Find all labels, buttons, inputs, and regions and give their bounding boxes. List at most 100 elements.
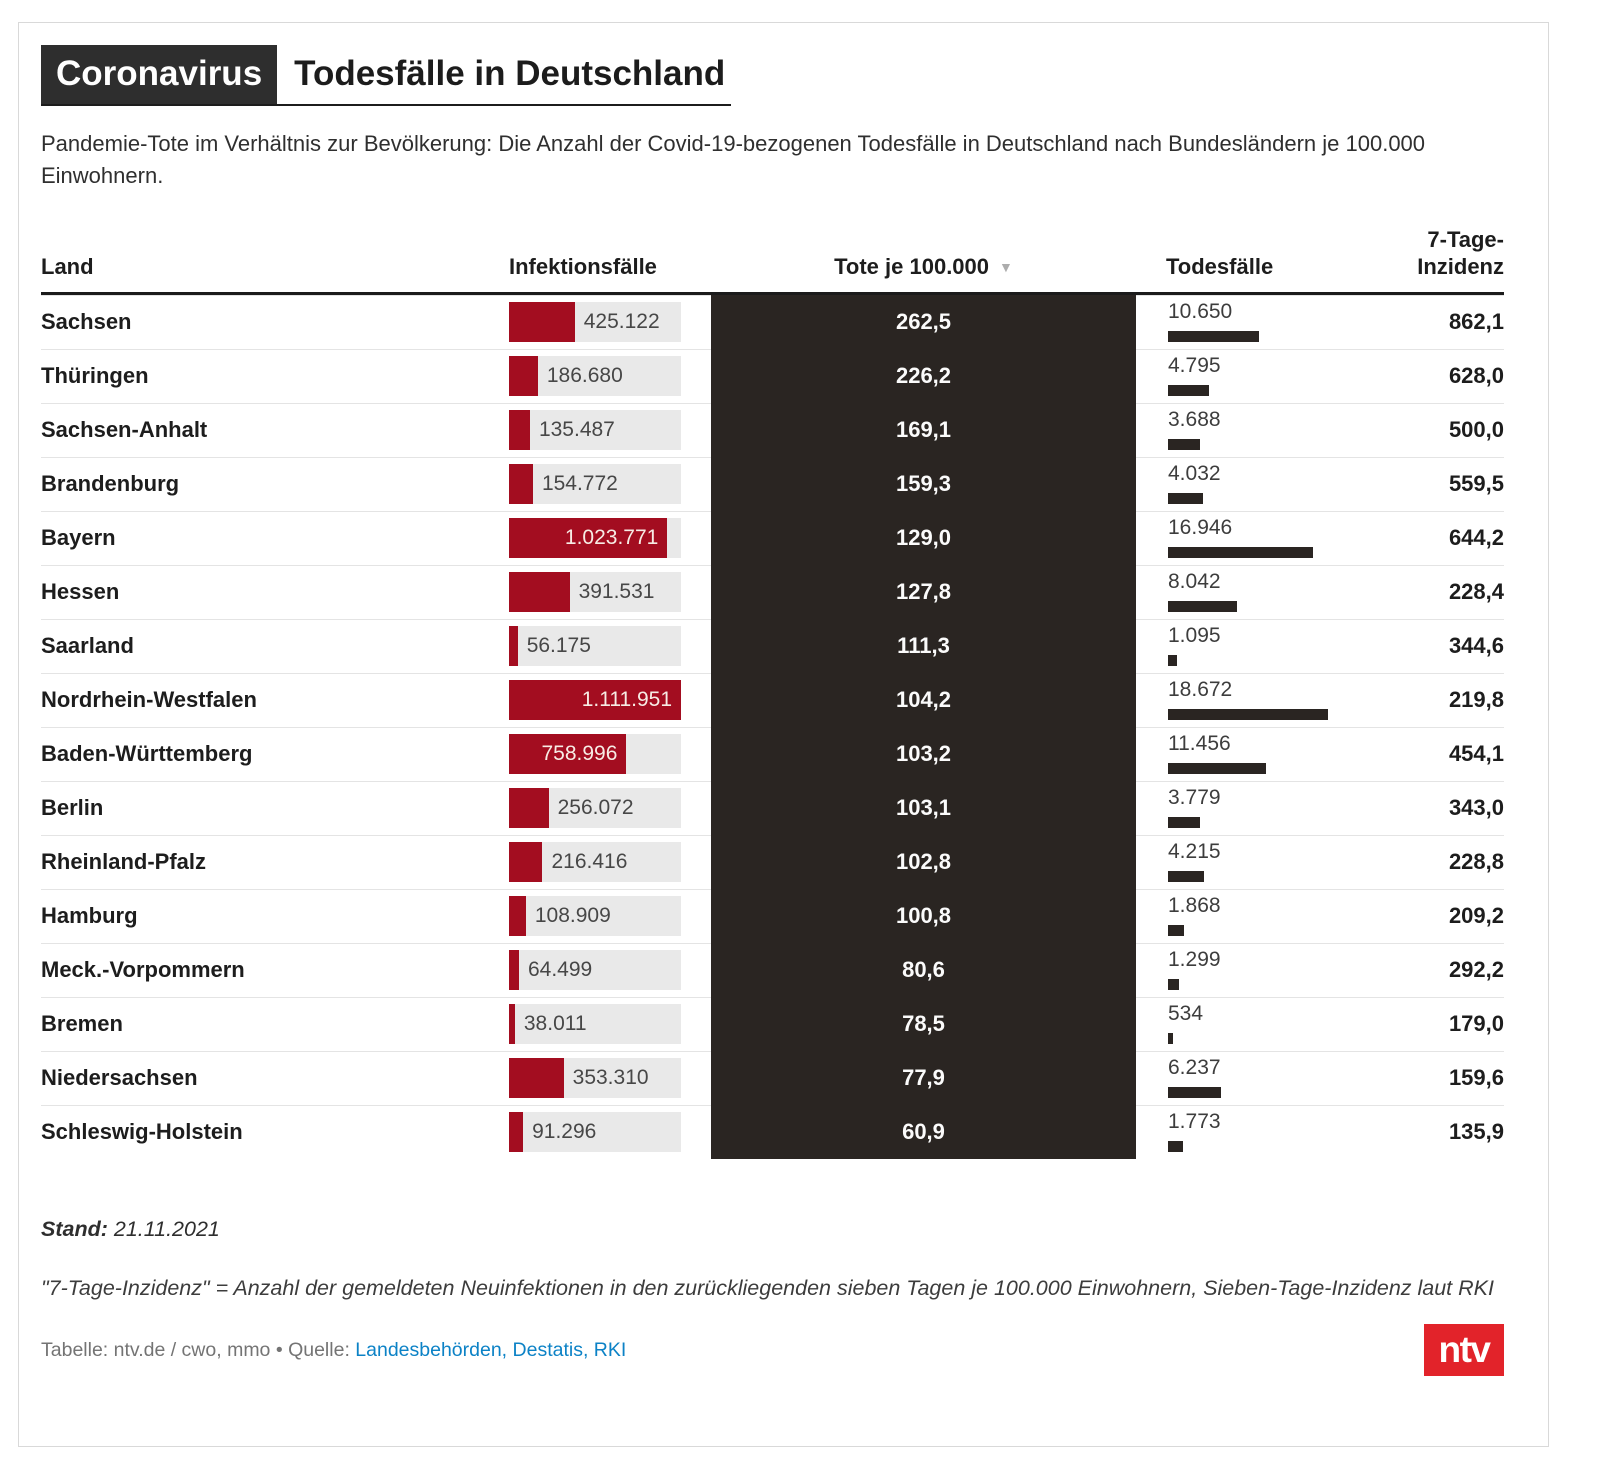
- footnote: "7-Tage-Inzidenz" = Anzahl der gemeldete…: [41, 1275, 1494, 1300]
- infections-value: 758.996: [541, 742, 618, 766]
- deaths-per-100k-value: 226,2: [895, 363, 952, 389]
- deaths-value: 1.773: [1168, 1109, 1221, 1133]
- deaths-bar: [1168, 924, 1184, 936]
- state-name: Bremen: [41, 1011, 123, 1037]
- state-name: Baden-Württemberg: [41, 741, 253, 767]
- deaths-bar: [1168, 1032, 1173, 1044]
- infections-value: 425.122: [583, 310, 660, 334]
- deaths-per-100k-value: 159,3: [895, 471, 952, 497]
- incidence-value: 135,9: [1448, 1119, 1504, 1145]
- deaths-cell: 11.456: [1166, 728, 1396, 781]
- subtitle: Pandemie-Tote im Verhältnis zur Bevölker…: [41, 131, 1426, 188]
- deaths-bar: [1168, 330, 1260, 342]
- column-header-land: Land: [41, 254, 94, 280]
- deaths-value: 4.215: [1168, 839, 1221, 863]
- infections-bar: [509, 1004, 515, 1045]
- deaths-bar: [1168, 708, 1328, 720]
- incidence-value: 228,4: [1448, 579, 1504, 605]
- infections-bar-cell: 353.310: [509, 1058, 681, 1099]
- infections-bar-track: 1.111.951: [509, 680, 681, 721]
- deaths-cell: 4.795: [1166, 350, 1396, 403]
- incidence-value: 228,8: [1448, 849, 1504, 875]
- infections-value: 64.499: [527, 958, 593, 982]
- deaths-per-100k-value: 60,9: [902, 1119, 945, 1145]
- incidence-value: 159,6: [1448, 1065, 1504, 1091]
- table-row: Thüringen 186.680 226,2 4.795 628,0: [41, 348, 1504, 403]
- deaths-cell: 534: [1166, 998, 1396, 1051]
- deaths-bar: [1168, 870, 1205, 882]
- infections-bar: [509, 950, 519, 991]
- infections-bar-cell: 391.531: [509, 572, 681, 613]
- table-row: Baden-Württemberg 758.996 103,2 11.456 4…: [41, 726, 1504, 781]
- state-name: Meck.-Vorpommern: [41, 957, 245, 983]
- infections-bar-cell: 135.487: [509, 410, 681, 451]
- infections-bar: [509, 680, 681, 721]
- deaths-cell: 16.946: [1166, 512, 1396, 565]
- as-of-line: Stand: 21.11.2021: [41, 1217, 1504, 1242]
- infections-bar: [509, 788, 549, 829]
- infections-bar-cell: 256.072: [509, 788, 681, 829]
- table-row: Rheinland-Pfalz 216.416 102,8 4.215 228,…: [41, 834, 1504, 889]
- infections-bar-cell: 154.772: [509, 464, 681, 505]
- infections-value: 353.310: [572, 1066, 649, 1090]
- infections-value: 56.175: [526, 634, 591, 658]
- deaths-value: 1.299: [1168, 947, 1221, 971]
- column-header-tote-je-100k[interactable]: Tote je 100.000 ▼: [711, 253, 1136, 281]
- as-of-label: Stand:: [41, 1216, 108, 1241]
- deaths-bar: [1168, 762, 1267, 774]
- infections-bar: [509, 410, 530, 451]
- deaths-bar: [1168, 438, 1200, 450]
- deaths-cell: 6.237: [1166, 1052, 1396, 1105]
- data-table: Land Infektionsfälle Tote je 100.000 ▼ To…: [41, 226, 1504, 1159]
- infections-bar-track: 1.023.771: [509, 518, 681, 559]
- state-name: Schleswig-Holstein: [41, 1119, 243, 1145]
- infections-bar: [509, 518, 668, 559]
- deaths-per-100k-value: 78,5: [902, 1011, 945, 1037]
- infections-bar-track: 216.416: [509, 842, 681, 883]
- infections-bar: [509, 464, 533, 505]
- infections-value: 256.072: [557, 796, 634, 820]
- state-name: Hessen: [41, 579, 120, 605]
- infections-bar: [509, 1058, 564, 1099]
- incidence-value: 628,0: [1448, 363, 1504, 389]
- deaths-per-100k-value: 80,6: [902, 957, 945, 983]
- infections-bar-track: 391.531: [509, 572, 681, 613]
- infections-bar-cell: 186.680: [509, 356, 681, 397]
- infections-bar-track: 425.122: [509, 302, 681, 343]
- infections-bar-track: 758.996: [509, 734, 681, 775]
- infections-bar-cell: 38.011: [509, 1004, 681, 1045]
- deaths-per-100k-value: 102,8: [895, 849, 952, 875]
- deaths-bar: [1168, 978, 1180, 990]
- table-header: Land Infektionsfälle Tote je 100.000 ▼ To…: [41, 226, 1504, 295]
- infections-bar-track: 64.499: [509, 950, 681, 991]
- column-header-inzidenz: 7-Tage- Inzidenz: [1417, 226, 1504, 280]
- deaths-bar: [1168, 384, 1210, 396]
- deaths-per-100k-value: 169,1: [895, 417, 952, 443]
- infections-value: 38.011: [523, 1012, 587, 1036]
- infections-bar-track: 135.487: [509, 410, 681, 451]
- source-links[interactable]: Landesbehörden, Destatis, RKI: [355, 1338, 627, 1361]
- infections-bar-cell: 1.023.771: [509, 518, 681, 559]
- state-name: Niedersachsen: [41, 1065, 198, 1091]
- infections-value: 91.296: [532, 1120, 597, 1144]
- infections-bar-track: 56.175: [509, 626, 681, 667]
- deaths-bar: [1168, 1140, 1184, 1152]
- kicker-badge: Coronavirus: [41, 45, 278, 104]
- incidence-value: 559,5: [1448, 471, 1504, 497]
- sort-descending-icon[interactable]: ▼: [999, 259, 1013, 276]
- deaths-value: 4.032: [1168, 461, 1221, 485]
- deaths-per-100k-value: 111,3: [897, 633, 950, 659]
- infections-bar-cell: 758.996: [509, 734, 681, 775]
- incidence-value: 219,8: [1448, 687, 1504, 713]
- infections-bar: [509, 734, 627, 775]
- deaths-value: 10.650: [1168, 299, 1233, 323]
- column-header-tote-label: Tote je 100.000: [834, 254, 990, 280]
- credit-separator: •: [275, 1338, 283, 1361]
- deaths-value: 534: [1168, 1001, 1204, 1025]
- infections-bar: [509, 356, 538, 397]
- incidence-value: 179,0: [1448, 1011, 1504, 1037]
- deaths-cell: 4.215: [1166, 836, 1396, 889]
- deaths-per-100k-value: 103,2: [895, 741, 952, 767]
- state-name: Thüringen: [41, 363, 149, 389]
- deaths-per-100k-value: 129,0: [895, 525, 952, 551]
